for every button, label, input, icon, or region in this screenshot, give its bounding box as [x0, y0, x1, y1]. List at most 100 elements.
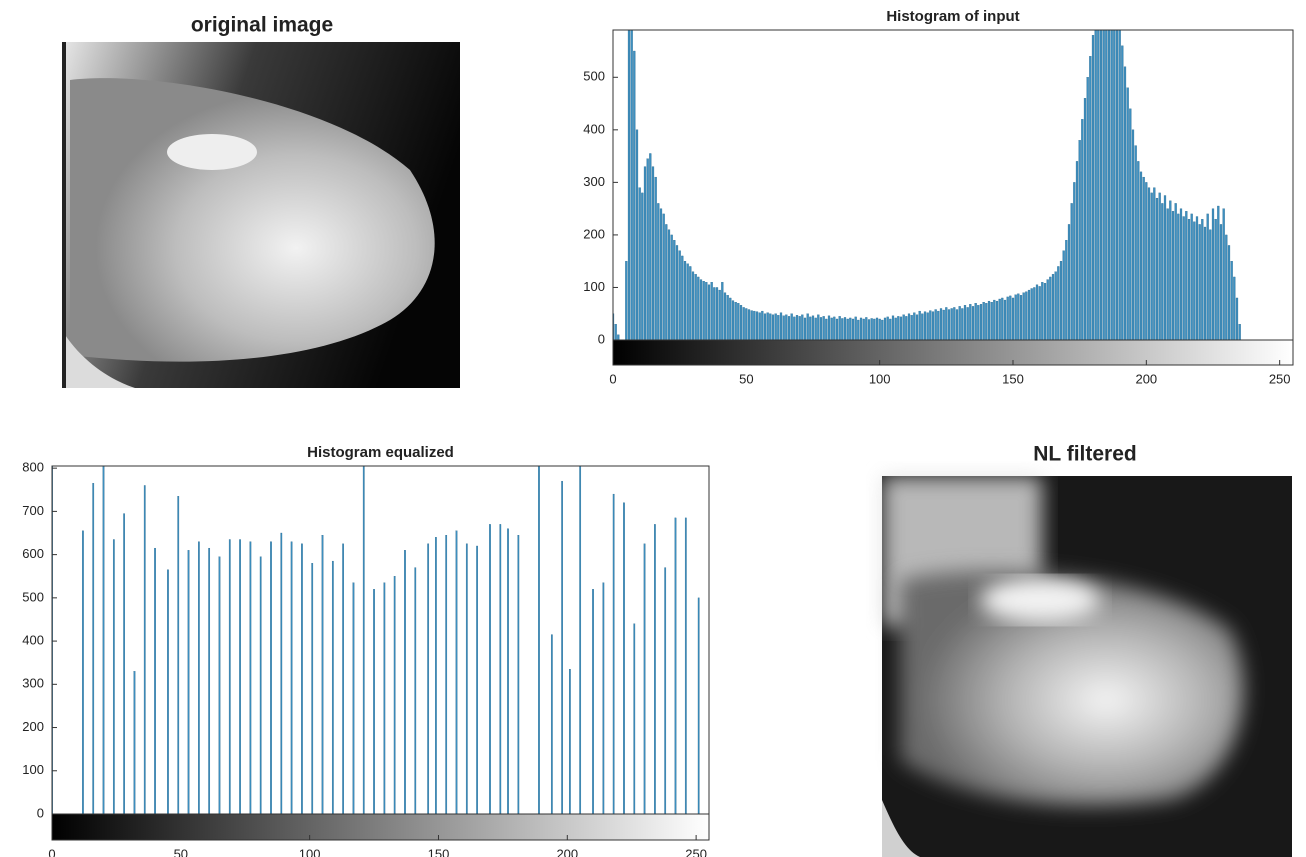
- bar: [814, 317, 817, 340]
- y-tick-label: 300: [583, 174, 605, 189]
- bar: [1139, 171, 1143, 340]
- bar: [657, 203, 660, 340]
- bar: [1169, 200, 1172, 340]
- bar: [1065, 240, 1068, 340]
- bar: [958, 306, 961, 340]
- bar: [891, 315, 895, 340]
- bar: [681, 255, 684, 340]
- bar: [1201, 219, 1204, 340]
- bar: [750, 310, 753, 340]
- chart-title: Histogram of input: [886, 8, 1019, 25]
- bar: [907, 313, 911, 340]
- bar: [1158, 192, 1161, 340]
- bar: [923, 311, 927, 340]
- bar: [633, 623, 636, 814]
- bar: [1041, 282, 1044, 340]
- bar: [280, 532, 283, 814]
- bar: [841, 318, 844, 340]
- bar: [561, 480, 563, 814]
- bar: [790, 313, 793, 340]
- bar: [913, 312, 916, 340]
- bar: [1179, 208, 1183, 340]
- bar: [670, 234, 673, 340]
- bar: [455, 530, 458, 814]
- y-tick-label: 600: [22, 546, 44, 561]
- chart-title: Histogram equalized: [307, 444, 454, 461]
- x-tick-label: 50: [739, 371, 753, 386]
- bar: [331, 560, 334, 814]
- bar: [1022, 292, 1025, 340]
- bar: [489, 524, 491, 814]
- bar: [517, 535, 520, 814]
- bar: [1086, 77, 1089, 340]
- bar: [1129, 108, 1132, 340]
- bar: [870, 318, 873, 340]
- bar: [905, 316, 908, 340]
- filtered-image: [882, 476, 1292, 857]
- bar: [259, 556, 262, 814]
- bar: [1174, 203, 1177, 340]
- y-tick-label: 200: [22, 719, 44, 734]
- x-tick-label: 200: [556, 846, 578, 857]
- bar: [1035, 284, 1039, 340]
- plot-area: [52, 466, 709, 814]
- plot-area: [613, 30, 1293, 340]
- bar: [1171, 211, 1175, 340]
- colorbar: [51, 813, 710, 841]
- bar: [873, 318, 876, 340]
- bar: [102, 466, 105, 814]
- x-tick-label: 50: [174, 846, 188, 857]
- y-tick-label: 0: [37, 805, 44, 820]
- bar: [819, 317, 823, 340]
- bar: [846, 318, 849, 340]
- bar: [1118, 30, 1121, 340]
- bar: [859, 317, 863, 340]
- bar: [974, 303, 977, 340]
- bar: [641, 192, 644, 340]
- bar: [646, 158, 649, 340]
- bar: [1054, 271, 1057, 340]
- bar: [713, 287, 716, 340]
- bar: [623, 502, 625, 814]
- bar: [697, 597, 700, 814]
- bar: [782, 315, 785, 340]
- bar: [154, 547, 156, 814]
- bar: [675, 245, 679, 340]
- bar: [1235, 297, 1239, 340]
- bar: [643, 543, 646, 814]
- bar: [1150, 192, 1153, 340]
- bar: [1009, 295, 1012, 340]
- bar: [352, 582, 355, 814]
- bar: [1230, 261, 1233, 340]
- image-title: NL filtered: [1033, 443, 1136, 466]
- bar: [774, 313, 777, 340]
- bar: [1166, 208, 1169, 340]
- bar: [1081, 119, 1084, 340]
- bar: [707, 284, 711, 340]
- bar: [1161, 203, 1164, 340]
- bar: [627, 30, 631, 340]
- y-tick-label: 200: [583, 226, 605, 241]
- x-tick-label: 200: [1135, 371, 1157, 386]
- bar: [761, 310, 764, 340]
- bar: [427, 543, 430, 814]
- bar: [827, 315, 831, 340]
- bar: [1102, 30, 1105, 340]
- bar: [592, 589, 594, 814]
- bar: [393, 576, 396, 814]
- bar: [1163, 195, 1167, 340]
- y-tick-label: 400: [583, 121, 605, 136]
- bar: [1043, 283, 1047, 340]
- bar: [435, 537, 437, 814]
- y-tick-label: 700: [22, 503, 44, 518]
- bar: [1198, 224, 1201, 340]
- bar: [602, 582, 605, 814]
- bar: [1067, 224, 1071, 340]
- bar: [979, 304, 983, 340]
- bar: [659, 208, 663, 340]
- bar: [1217, 205, 1220, 340]
- bar: [654, 524, 656, 814]
- bar: [942, 309, 945, 340]
- bar: [465, 543, 468, 814]
